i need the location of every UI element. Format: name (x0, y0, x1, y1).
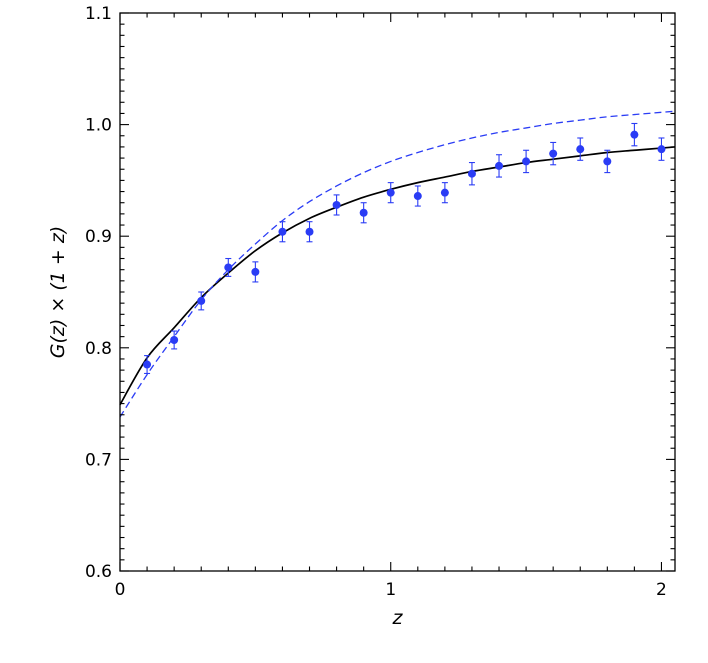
y-tick-label: 1.1 (85, 4, 112, 24)
data-point (278, 221, 287, 243)
data-point (467, 161, 476, 186)
data-point-marker (224, 263, 233, 272)
y-tick-label: 0.8 (85, 339, 112, 359)
data-point (522, 149, 531, 174)
data-point-marker (359, 208, 368, 217)
x-tick-label: 2 (656, 580, 667, 600)
data-point (359, 202, 368, 224)
y-axis-label: G(z) × (1 + z) (47, 226, 69, 358)
x-tick-label: 1 (385, 580, 396, 600)
data-point (224, 257, 233, 277)
data-point-marker (549, 149, 558, 158)
data-point (440, 182, 449, 204)
data-point (170, 330, 179, 350)
y-tick-label: 1.0 (85, 116, 112, 136)
data-point (197, 291, 206, 311)
data-point (251, 261, 260, 283)
x-tick-label: 0 (115, 580, 126, 600)
data-point-marker (170, 335, 179, 344)
data-point-marker (305, 227, 314, 236)
data-point-marker (576, 145, 585, 154)
data-points-layer (143, 122, 666, 375)
data-point (576, 137, 585, 161)
dashed-model-curve (119, 110, 676, 418)
ticks-layer: 0 1 2 0.6 0.7 0.8 0.9 1.0 1.1 (85, 4, 675, 600)
data-point (332, 194, 341, 216)
data-point-marker (143, 360, 152, 369)
data-point (630, 122, 639, 147)
y-tick-label: 0.7 (85, 450, 112, 470)
data-point-marker (603, 157, 612, 166)
data-point-marker (440, 188, 449, 197)
data-point-marker (657, 145, 666, 154)
data-point-marker (413, 192, 422, 201)
data-point-marker (251, 267, 260, 276)
data-point-marker (278, 227, 287, 236)
y-tick-label: 0.9 (85, 227, 112, 247)
y-tick-label: 0.6 (85, 562, 112, 582)
data-point-marker (197, 296, 206, 305)
data-point (413, 185, 422, 207)
data-point-marker (522, 157, 531, 166)
data-point-marker (386, 188, 395, 197)
data-point (657, 137, 666, 161)
data-point-marker (467, 169, 476, 178)
solid-model-curve (119, 146, 676, 406)
curves-layer (119, 110, 676, 418)
data-point (305, 221, 314, 243)
data-point (143, 355, 152, 375)
data-point-marker (332, 200, 341, 209)
data-point (495, 154, 504, 178)
data-point (603, 149, 612, 174)
data-point-marker (630, 130, 639, 139)
x-axis-label: z (392, 607, 404, 629)
data-point (386, 182, 395, 204)
data-point-marker (495, 161, 504, 170)
data-point (549, 141, 558, 166)
